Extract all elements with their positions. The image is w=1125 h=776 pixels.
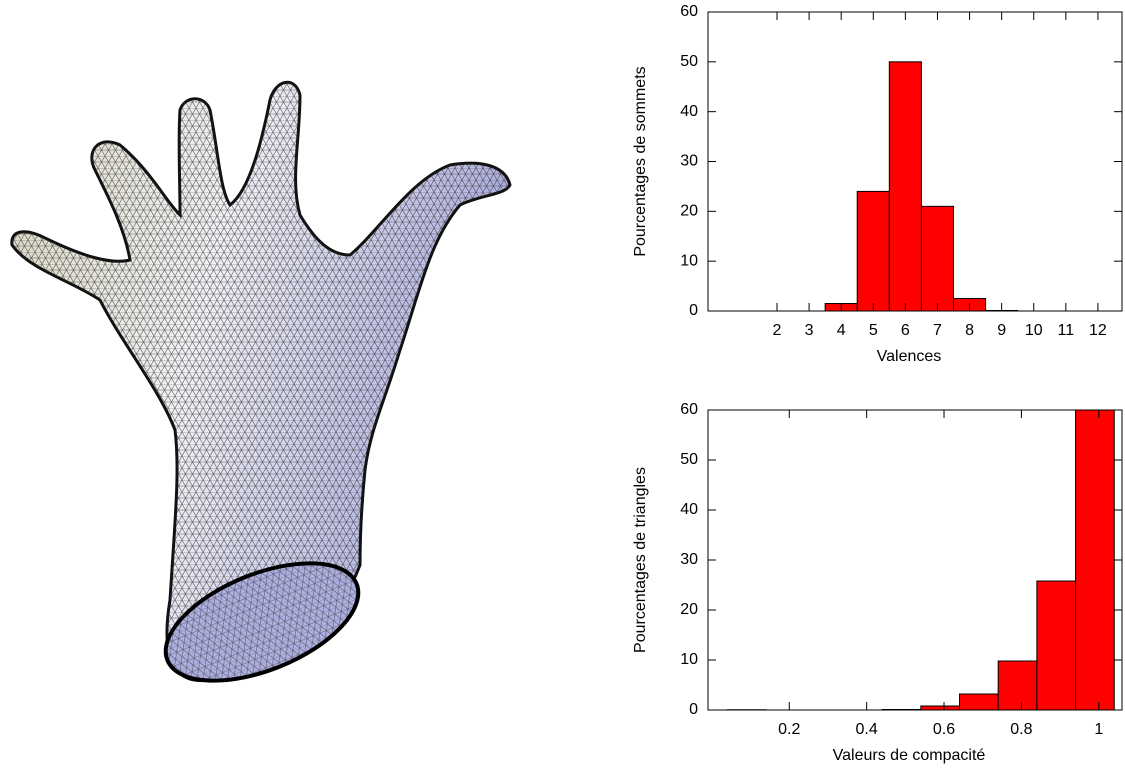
x-axis-label: Valeurs de compacité [833,747,986,764]
y-tick-label: 30 [680,551,698,568]
bar [921,706,960,710]
bar [998,661,1037,710]
y-tick-label: 50 [680,451,698,468]
x-tick-label: 5 [869,322,878,339]
x-tick-label: 7 [933,322,942,339]
x-tick-label: 11 [1058,322,1075,339]
y-tick-label: 20 [680,601,698,618]
x-axis-label: Valences [877,348,942,365]
y-tick-label: 60 [680,401,698,418]
x-tick-label: 1 [1094,721,1103,738]
x-tick-label: 6 [901,322,910,339]
y-tick-label: 40 [680,103,698,120]
y-tick-label: 10 [680,252,698,269]
bar [1076,410,1115,710]
bar [921,206,953,311]
y-tick-label: 60 [680,3,698,20]
x-tick-label: 8 [965,322,974,339]
x-tick-label: 12 [1089,322,1107,339]
bar [889,62,921,311]
x-tick-label: 2 [773,322,782,339]
x-tick-label: 4 [837,322,846,339]
x-tick-label: 0.4 [856,721,878,738]
y-axis-label: Pourcentages de triangles [632,467,649,653]
bar [857,191,889,311]
bar [959,694,998,710]
x-tick-label: 3 [805,322,814,339]
y-tick-label: 50 [680,53,698,70]
y-tick-label: 0 [689,302,698,319]
y-tick-label: 40 [680,501,698,518]
y-tick-label: 30 [680,153,698,170]
y-tick-label: 10 [680,651,698,668]
bar [1037,581,1076,710]
x-tick-label: 0.6 [933,721,955,738]
x-tick-label: 9 [997,322,1006,339]
y-axis-label: Pourcentages de sommets [632,66,649,256]
y-tick-label: 0 [689,701,698,718]
y-tick-label: 20 [680,203,698,220]
x-tick-label: 10 [1025,322,1043,339]
x-tick-label: 0.8 [1010,721,1032,738]
hand-mesh [12,82,510,704]
x-tick-label: 0.2 [778,721,800,738]
